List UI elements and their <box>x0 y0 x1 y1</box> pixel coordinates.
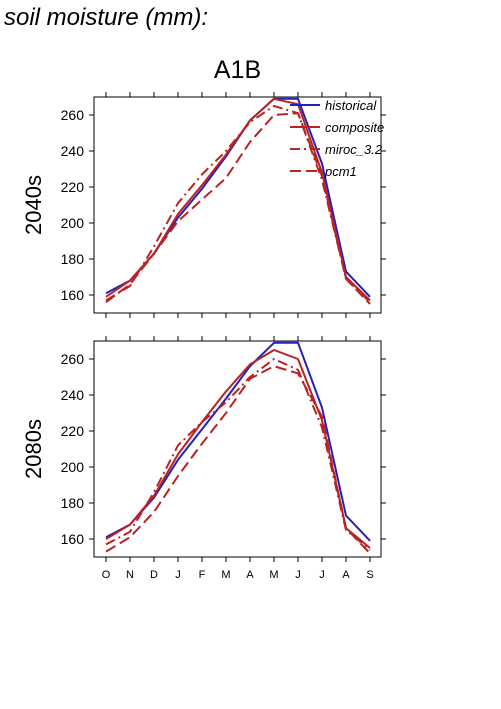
x-tick-label: S <box>366 569 373 581</box>
y-tick-label: 200 <box>61 215 85 231</box>
y-tick-label: 180 <box>61 251 85 267</box>
x-tick-label: M <box>269 569 278 581</box>
panel-2040s: 160 180 200 220 240 260 2040s <box>21 92 386 318</box>
y-tick-label: 260 <box>61 351 85 367</box>
y-tick-label: 240 <box>61 387 85 403</box>
y-tick-label: 260 <box>61 107 85 123</box>
x-tick-label: D <box>150 569 158 581</box>
series-line-pcm1 <box>105 112 371 305</box>
plot-frame <box>93 340 382 558</box>
x-tick-label: J <box>175 569 181 581</box>
y-tick-label: 240 <box>61 143 85 159</box>
series-line-miroc-3-2 <box>105 105 371 303</box>
x-tick-label: N <box>126 569 134 581</box>
page-title: soil moisture (mm): <box>4 4 209 31</box>
y-tick-label: 160 <box>61 287 85 303</box>
y-tick-label: 160 <box>61 531 85 547</box>
row-label: 2040s <box>21 175 46 235</box>
row-label: 2080s <box>21 419 46 479</box>
legend-label-pcm1: pcm1 <box>324 164 357 179</box>
series-line-pcm1 <box>105 365 371 555</box>
x-tick-label: J <box>319 569 325 581</box>
chart-title: A1B <box>213 56 262 84</box>
legend-label-historical: historical <box>325 98 377 113</box>
series-line-miroc-3-2 <box>105 358 371 551</box>
x-tick-label: J <box>295 569 301 581</box>
x-tick-label: O <box>102 569 111 581</box>
legend-label-composite: composite <box>325 120 384 135</box>
x-tick-label: M <box>221 569 230 581</box>
y-tick-label: 220 <box>61 423 85 439</box>
series-line-historical <box>105 341 371 542</box>
y-tick-label: 220 <box>61 179 85 195</box>
x-tick-label: A <box>246 569 254 581</box>
x-tick-label: F <box>199 569 206 581</box>
plot-frame <box>93 96 382 314</box>
legend-label-miroc-3-2: miroc_3.2 <box>325 142 383 157</box>
x-tick-label: A <box>342 569 350 581</box>
y-tick-label: 180 <box>61 495 85 511</box>
legend: historical composite miroc_3.2 pcm1 <box>290 98 384 179</box>
y-tick-label: 200 <box>61 459 85 475</box>
panel-2080s: 160 180 200 220 240 260 2080s <box>21 336 386 562</box>
